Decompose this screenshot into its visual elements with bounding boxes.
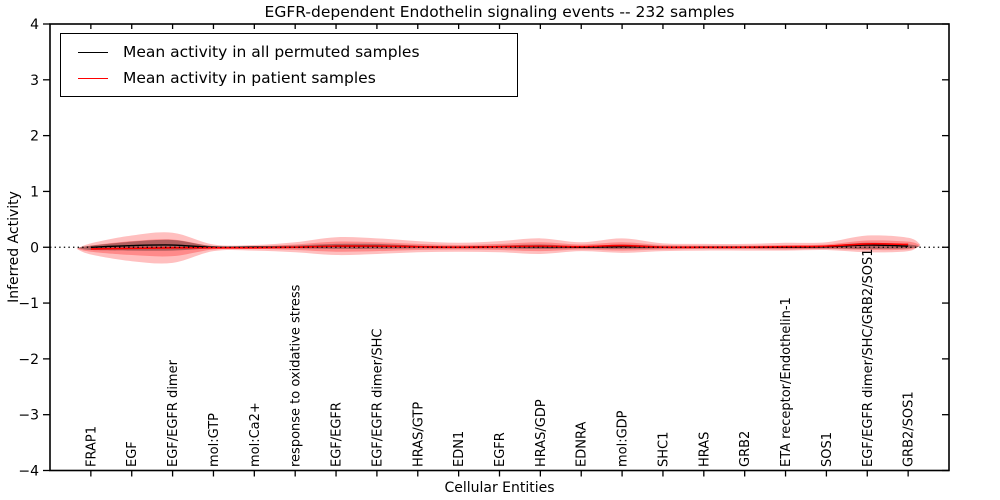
legend-label-patient: Mean activity in patient samples	[123, 69, 376, 87]
permuted-line-swatch	[78, 51, 108, 53]
x-tick-label: FRAP1	[84, 426, 99, 467]
y-tick-label: −4	[18, 464, 39, 480]
x-tick-label: SHC1	[656, 432, 671, 467]
y-tick-label: −1	[18, 296, 39, 312]
x-tick-label: EDN1	[452, 431, 467, 467]
x-tick-label: HRAS	[697, 432, 712, 467]
patient-samples-inner-spread-band	[76, 239, 921, 257]
legend-entry-permuted: Mean activity in all permuted samples	[61, 43, 517, 61]
x-tick-label: GRB2	[738, 431, 753, 467]
x-tick-label: mol:GDP	[616, 410, 631, 467]
x-tick-label: mol:GTP	[207, 413, 222, 467]
y-tick-label: 0	[30, 240, 39, 256]
x-tick-label: EGF	[125, 441, 140, 467]
x-tick-label: mol:Ca2+	[248, 402, 263, 467]
x-tick-label: response to oxidative stress	[289, 284, 304, 467]
x-tick-label: EGFR	[493, 432, 508, 467]
y-tick-label: 3	[30, 73, 39, 89]
x-tick-label: EDNRA	[575, 422, 590, 467]
x-axis-title: Cellular Entities	[444, 480, 555, 496]
patient-samples-outer-spread-band	[76, 232, 921, 264]
y-tick-label: 4	[30, 17, 39, 33]
legend-label-permuted: Mean activity in all permuted samples	[123, 43, 420, 61]
y-tick-label: −3	[18, 408, 39, 424]
x-tick-label: GRB2/SOS1	[902, 391, 917, 467]
y-tick-label: 2	[30, 129, 39, 145]
x-tick-label: EGF/EGFR	[330, 402, 345, 467]
y-tick-label: 1	[30, 184, 39, 200]
y-tick-label: −2	[18, 352, 39, 368]
y-axis-title: Inferred Activity	[6, 191, 22, 303]
x-tick-label: EGF/EGFR dimer/SHC/GRB2/SOS1	[861, 249, 876, 468]
x-tick-label: HRAS/GTP	[411, 402, 426, 467]
chart-title: EGFR-dependent Endothelin signaling even…	[264, 3, 735, 21]
x-tick-label: EGF/EGFR dimer/SHC	[370, 329, 385, 467]
x-tick-label: EGF/EGFR dimer	[166, 359, 181, 467]
x-tick-label: SOS1	[820, 432, 835, 467]
x-tick-label: ETA receptor/Endothelin-1	[779, 297, 794, 467]
legend-box: Mean activity in all permuted samples Me…	[60, 33, 518, 97]
legend-entry-patient: Mean activity in patient samples	[61, 69, 517, 87]
x-tick-label: HRAS/GDP	[534, 399, 549, 467]
patient-line-swatch	[78, 77, 108, 79]
